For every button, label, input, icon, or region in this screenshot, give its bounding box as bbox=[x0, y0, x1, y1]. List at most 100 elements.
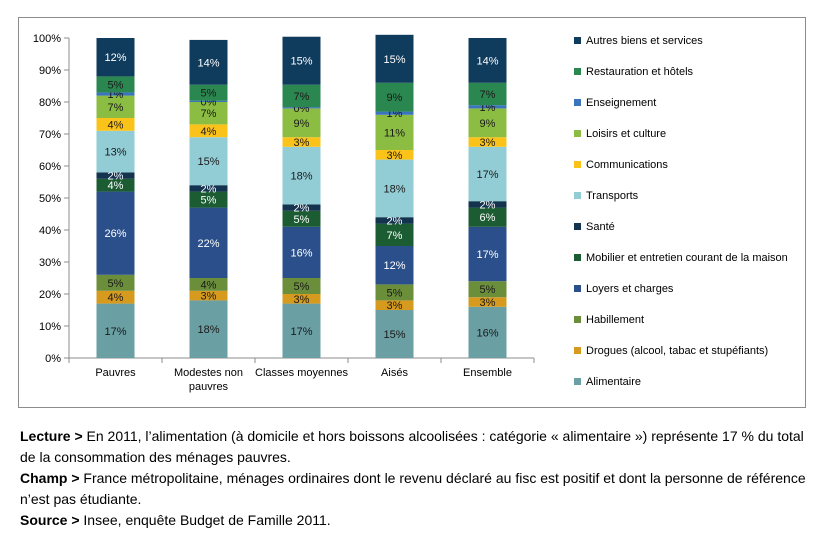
legend-label: Habillement bbox=[586, 314, 644, 326]
bar-segment bbox=[189, 137, 228, 186]
bar-segment bbox=[189, 278, 228, 291]
bar-value-label: 7% bbox=[108, 102, 124, 114]
bar-segment bbox=[282, 303, 321, 358]
bar-value-label: 5% bbox=[201, 195, 217, 207]
bar-value-label: 3% bbox=[201, 291, 217, 303]
bar-segment bbox=[468, 226, 507, 282]
legend-swatch bbox=[574, 192, 581, 199]
bar-segment bbox=[375, 246, 414, 285]
bar-segment bbox=[468, 201, 507, 208]
bar-segment bbox=[468, 146, 507, 202]
bar-value-label: 2% bbox=[480, 199, 496, 211]
bar-value-label: 2% bbox=[201, 183, 217, 195]
bar-value-label: 4% bbox=[201, 279, 217, 291]
bar-value-label: 16% bbox=[476, 327, 498, 339]
bar-value-label: 15% bbox=[197, 156, 219, 168]
bar-value-label: 18% bbox=[383, 183, 405, 195]
bar-value-label: 26% bbox=[104, 228, 126, 240]
legend-swatch bbox=[574, 254, 581, 261]
bar-segment bbox=[375, 82, 414, 112]
legend-label: Autres biens et services bbox=[586, 35, 703, 47]
bar-segment bbox=[189, 102, 228, 125]
lecture-note: Lecture > En 2011, l’alimentation (à dom… bbox=[20, 426, 810, 468]
bar-segment bbox=[189, 124, 228, 138]
legend-swatch bbox=[574, 378, 581, 385]
bar-segment bbox=[468, 306, 507, 358]
x-category-label: Modestes non pauvres bbox=[174, 367, 243, 393]
bar-value-label: 3% bbox=[480, 297, 496, 309]
source-note: Source > Insee, enquête Budget de Famill… bbox=[20, 510, 810, 531]
bar-value-label: 7% bbox=[387, 230, 403, 242]
bar-segment bbox=[282, 226, 321, 278]
legend-label: Enseignement bbox=[586, 97, 656, 109]
legend-swatch bbox=[574, 285, 581, 292]
bar-segment bbox=[189, 290, 228, 301]
legend-label: Mobilier et entretien courant de la mais… bbox=[586, 252, 788, 264]
bar-value-label: 5% bbox=[294, 281, 310, 293]
y-tick-label: 60% bbox=[39, 161, 61, 173]
bar-value-label: 17% bbox=[290, 326, 312, 338]
bar-segment bbox=[468, 38, 507, 83]
bar-value-label: 3% bbox=[294, 137, 310, 149]
legend-label: Loisirs et culture bbox=[586, 128, 666, 140]
bar-value-label: 9% bbox=[387, 92, 403, 104]
bar-segment bbox=[375, 223, 414, 246]
bar-segment bbox=[96, 290, 135, 304]
bar-segment bbox=[375, 310, 414, 358]
champ-text: France métropolitaine, ménages ordinaire… bbox=[20, 470, 806, 507]
bar-segment bbox=[468, 137, 507, 147]
bar-segment bbox=[96, 274, 135, 291]
bar-value-label: 15% bbox=[383, 329, 405, 341]
bar-value-label: 3% bbox=[387, 300, 403, 312]
bar-segment bbox=[375, 34, 414, 83]
bar-segment bbox=[282, 278, 321, 294]
bar-value-label: 16% bbox=[290, 247, 312, 259]
bar-value-label: 9% bbox=[294, 118, 310, 130]
bar-segment bbox=[468, 105, 507, 109]
bar-segment bbox=[282, 137, 321, 147]
bar-segment bbox=[96, 38, 135, 77]
bar-segment bbox=[96, 95, 135, 118]
stacked-bar-chart: 0% 10% 20% 30% 40% 50% 60% 70% 80% 90% 100% Pauvres… bbox=[33, 33, 788, 393]
y-tick-label: 40% bbox=[39, 225, 61, 237]
source-text: Insee, enquête Budget de Famille 2011. bbox=[83, 512, 331, 528]
bar-segment bbox=[96, 76, 135, 93]
legend-label: Restauration et hôtels bbox=[586, 66, 694, 78]
bar-value-label: 13% bbox=[104, 147, 126, 159]
bar-segment bbox=[96, 172, 135, 179]
bar-segment bbox=[96, 130, 135, 173]
bar-value-label: 5% bbox=[294, 214, 310, 226]
bar-segment bbox=[189, 185, 228, 192]
legend-label: Santé bbox=[586, 221, 615, 233]
bar-value-label: 5% bbox=[480, 284, 496, 296]
source-label: Source > bbox=[20, 512, 80, 528]
legend-swatch bbox=[574, 223, 581, 230]
bar-segment bbox=[375, 111, 414, 115]
bar-value-label: 7% bbox=[294, 91, 310, 103]
bar-segment bbox=[468, 297, 507, 307]
bar-value-label: 12% bbox=[104, 52, 126, 64]
bar-value-label: 5% bbox=[201, 88, 217, 100]
legend-swatch bbox=[574, 347, 581, 354]
lecture-text: En 2011, l’alimentation (à domicile et h… bbox=[20, 428, 804, 465]
bar-segment bbox=[375, 114, 414, 150]
bar-segment bbox=[96, 92, 135, 96]
bar-value-label: 14% bbox=[476, 55, 498, 67]
bar-segment bbox=[189, 207, 228, 278]
y-tick-label: 50% bbox=[39, 193, 61, 205]
legend-swatch bbox=[574, 130, 581, 137]
bar-segment bbox=[189, 191, 228, 208]
y-tick-label: 70% bbox=[39, 129, 61, 141]
bar-value-label: 2% bbox=[294, 203, 310, 215]
legend-label: Transports bbox=[586, 190, 639, 202]
bar-value-label: 15% bbox=[383, 54, 405, 66]
bar-segment bbox=[189, 100, 228, 102]
bar-segment bbox=[468, 82, 507, 106]
bar-value-label: 11% bbox=[384, 127, 405, 139]
bar-value-label: 17% bbox=[104, 326, 126, 338]
bar-value-label: 7% bbox=[480, 89, 496, 101]
bar-segment bbox=[282, 146, 321, 205]
y-tick-label: 10% bbox=[39, 321, 61, 333]
lecture-label: Lecture > bbox=[20, 428, 83, 444]
bar-segment bbox=[282, 36, 321, 85]
